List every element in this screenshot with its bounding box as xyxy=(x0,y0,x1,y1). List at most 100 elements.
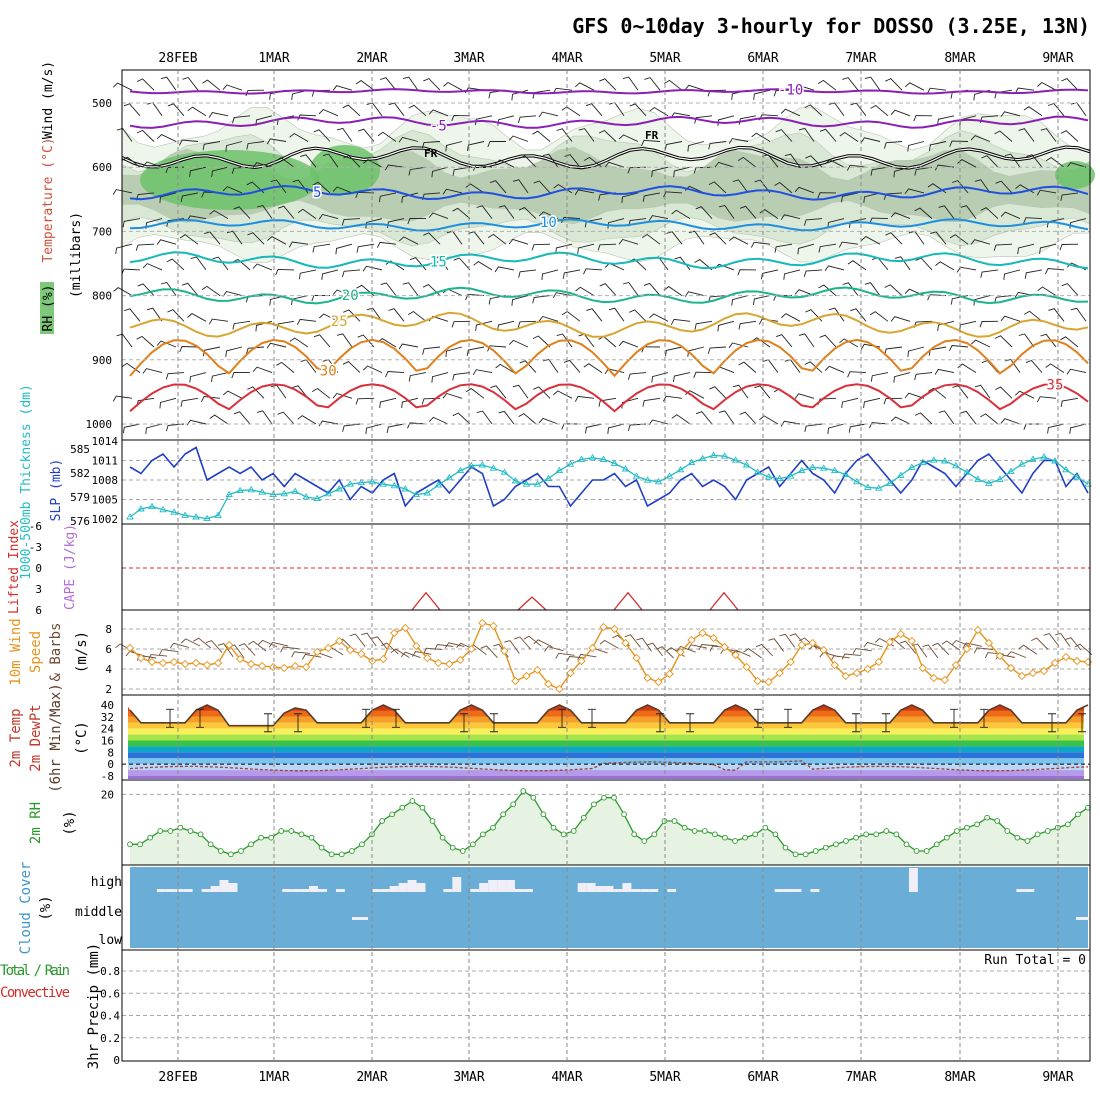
wind-10m-barb xyxy=(646,642,663,657)
wind-10m-barb xyxy=(863,641,883,648)
date-label-top: 3MAR xyxy=(453,51,484,66)
rh-2m-marker xyxy=(510,801,517,808)
high-cloud-bar xyxy=(810,889,820,892)
wind-axis-label: 10m Wind xyxy=(8,618,24,685)
upper-wind-barb xyxy=(159,192,177,203)
wind-10m-barb xyxy=(349,633,366,647)
upper-wind-barb xyxy=(583,268,603,275)
upper-wind-barb xyxy=(684,291,705,298)
upper-wind-barb xyxy=(761,269,779,280)
upper-wind-barb xyxy=(365,218,383,229)
slp-tick-label: 1014 xyxy=(92,435,119,448)
thickness-marker xyxy=(941,457,949,464)
upper-wind-barb xyxy=(1066,368,1087,375)
upper-wind-barb xyxy=(379,397,397,409)
slp-thickness-panel: 585 582 579 576 1014 1011 1008 1005 1002 1000-500… xyxy=(19,384,1092,580)
thickness-marker xyxy=(544,474,553,482)
temperature-color-band xyxy=(128,764,1084,771)
upper-wind-barb xyxy=(252,162,273,168)
upper-wind-barb xyxy=(518,413,537,425)
wind-tick-label: 8 xyxy=(105,623,112,636)
rh-2m-marker xyxy=(500,811,506,818)
upper-wind-barb xyxy=(739,205,757,219)
slp-tick-label: 1002 xyxy=(92,513,119,526)
upper-wind-barb xyxy=(864,282,881,296)
upper-wind-barb xyxy=(1000,111,1021,117)
rh-2m-marker xyxy=(651,831,658,838)
upper-wind-barb xyxy=(1037,286,1057,296)
upper-wind-barb xyxy=(838,241,859,248)
rh-2m-marker xyxy=(580,814,587,821)
upper-wind-barb xyxy=(356,243,375,253)
wind-speed-marker xyxy=(830,660,839,670)
rh-2m-marker xyxy=(843,838,849,844)
thickness-marker xyxy=(456,466,465,474)
high-cloud-bar xyxy=(506,880,515,892)
upper-wind-barb xyxy=(860,137,881,143)
wind-10m-barb xyxy=(1006,651,1027,658)
rh-2m-marker xyxy=(338,851,345,858)
upper-wind-barb xyxy=(937,115,955,126)
wind-10m-barb xyxy=(555,652,575,659)
upper-wind-barb xyxy=(718,204,735,219)
high-cloud-bar xyxy=(389,886,399,892)
lifted-index-spike xyxy=(709,591,739,611)
upper-wind-barb xyxy=(246,181,265,194)
rh-2m-marker xyxy=(459,848,466,854)
rh-2m-marker xyxy=(964,824,970,831)
rh-2m-marker xyxy=(480,831,486,838)
high-cloud-bar xyxy=(514,889,524,892)
wind-speed-marker xyxy=(423,653,432,663)
upper-wind-barb xyxy=(648,215,669,222)
upper-wind-barb xyxy=(937,320,955,332)
rh-2m-marker xyxy=(449,844,456,851)
wind-10m-barb xyxy=(217,643,234,658)
temperature-axis-label: Temperature (°C) xyxy=(41,137,56,262)
date-label-top: 9MAR xyxy=(1042,51,1073,66)
wind-speed-marker xyxy=(445,659,454,669)
upper-wind-barb xyxy=(432,256,449,271)
temperature-minmax-bar xyxy=(754,708,762,728)
upper-wind-barb xyxy=(729,236,749,245)
upper-wind-barb xyxy=(223,390,243,399)
thickness-marker xyxy=(742,461,751,468)
upper-wind-barb xyxy=(355,397,375,405)
wind-speed-marker xyxy=(302,662,311,672)
thickness-marker xyxy=(1073,473,1081,480)
thickness-marker xyxy=(280,489,288,497)
high-cloud-bar xyxy=(792,889,802,892)
thickness-marker xyxy=(533,480,542,487)
wind-speed-marker xyxy=(136,653,146,663)
wind-tick-label: 6 xyxy=(105,643,112,656)
upper-wind-barb xyxy=(167,309,185,322)
wind-10m-barb xyxy=(830,655,850,662)
rh-2m-marker xyxy=(278,828,285,834)
upper-wind-barb xyxy=(1000,315,1021,322)
high-cloud-bar xyxy=(219,880,229,892)
upper-wind-barb xyxy=(885,78,903,91)
upper-wind-barb xyxy=(179,234,199,245)
thickness-marker xyxy=(588,453,597,461)
thickness-marker xyxy=(632,472,641,479)
high-cloud-bar xyxy=(210,886,220,892)
upper-wind-barb xyxy=(160,76,177,91)
upper-wind-barb xyxy=(277,205,295,219)
upper-wind-barb xyxy=(467,141,485,151)
thickness-axis-label: 1000-500mb Thickness (dm) xyxy=(19,384,34,580)
upper-wind-barb xyxy=(758,318,779,325)
upper-wind-barb xyxy=(1047,423,1065,434)
upper-wind-barb xyxy=(728,138,749,144)
upper-wind-barb xyxy=(465,183,485,194)
upper-wind-barb xyxy=(380,77,397,91)
wind-speed-marker xyxy=(202,660,212,670)
upper-wind-barb xyxy=(928,387,947,399)
upper-wind-barb xyxy=(476,410,493,425)
upper-wind-barb xyxy=(604,161,625,168)
wind-speed-marker xyxy=(995,651,1005,661)
wind-10m-barb xyxy=(268,641,289,648)
upper-wind-barb xyxy=(538,211,559,220)
wind-10m-barb xyxy=(577,653,597,660)
upper-wind-barb xyxy=(651,166,669,177)
thickness-marker xyxy=(379,480,388,487)
thickness-marker xyxy=(291,487,299,494)
